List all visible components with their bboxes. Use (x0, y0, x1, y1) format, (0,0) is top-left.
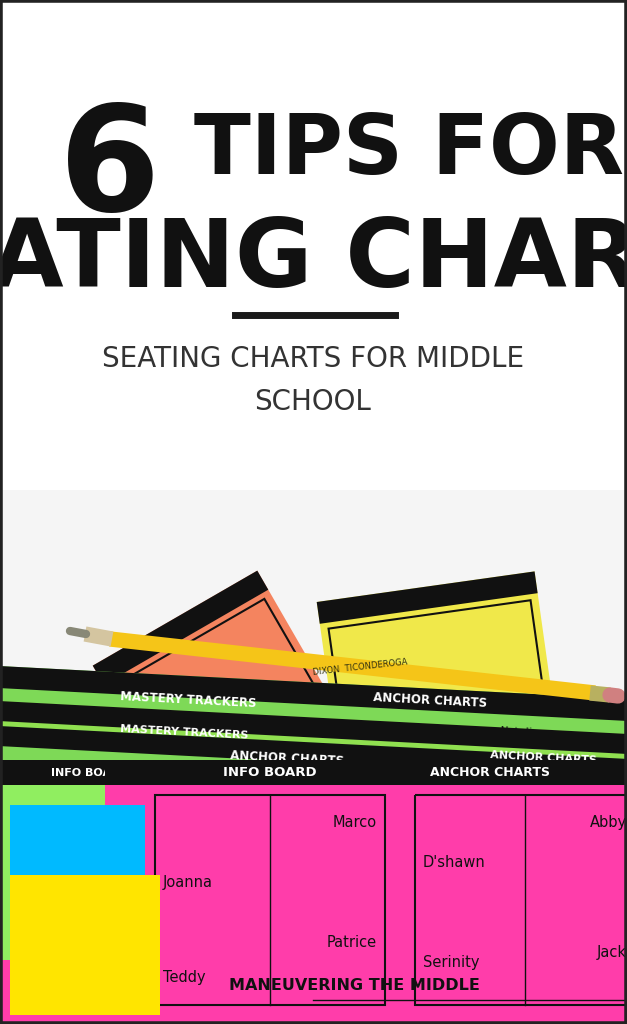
Text: ANCHOR CHARTS: ANCHOR CHARTS (230, 749, 344, 767)
Text: SEATING CHARTS FOR MIDDLE
SCHOOL: SEATING CHARTS FOR MIDDLE SCHOOL (102, 345, 524, 417)
Text: TIPS FOR: TIPS FOR (165, 110, 624, 191)
Text: MASTERY TRACKERS: MASTERY TRACKERS (120, 724, 249, 740)
Bar (105, 760, 627, 1020)
Text: 6: 6 (59, 100, 161, 241)
Text: Joanna: Joanna (163, 874, 213, 890)
Text: ANCHOR CHARTS: ANCHOR CHARTS (490, 751, 597, 766)
Text: Serinity: Serinity (423, 955, 480, 970)
Bar (155, 795, 385, 1005)
Polygon shape (0, 665, 627, 722)
Polygon shape (93, 570, 268, 685)
Polygon shape (0, 725, 627, 805)
Text: ANCHOR CHARTS: ANCHOR CHARTS (430, 767, 550, 779)
Text: Marco: Marco (333, 815, 377, 830)
Text: MASTERY TRA: MASTERY TRA (220, 844, 267, 915)
Polygon shape (317, 571, 583, 948)
Polygon shape (93, 570, 467, 1024)
Text: Jack: Jack (597, 945, 627, 961)
Text: ANCHOR CHARTS: ANCHOR CHARTS (372, 690, 487, 710)
Text: INFO BOARD: INFO BOARD (51, 768, 129, 778)
Bar (0, 490, 627, 1024)
Bar (105, 760, 627, 785)
Polygon shape (0, 699, 627, 756)
Text: Teddy: Teddy (163, 970, 206, 985)
Text: TRACKERS: TRACKERS (447, 700, 513, 720)
Text: MASTERY TRACKERS: MASTERY TRACKERS (120, 690, 257, 710)
Text: DIXON  TICONDEROGA: DIXON TICONDEROGA (312, 657, 408, 677)
Polygon shape (0, 665, 627, 756)
Bar (0, 1000, 627, 1024)
Bar (10, 805, 145, 955)
Text: INFO BOARD: INFO BOARD (223, 767, 317, 779)
Text: MANEUVERING THE MIDDLE: MANEUVERING THE MIDDLE (229, 978, 480, 993)
Text: Abby: Abby (590, 815, 627, 830)
Bar (10, 874, 160, 1015)
Bar (415, 795, 627, 1005)
Polygon shape (317, 571, 537, 624)
Bar (0, 961, 627, 1024)
Bar (0, 760, 200, 785)
Text: SEATING CHARTS: SEATING CHARTS (0, 215, 627, 307)
Text: Patrice: Patrice (327, 935, 377, 950)
Text: D'shawn: D'shawn (423, 855, 486, 870)
Polygon shape (0, 725, 627, 780)
Bar (0, 0, 627, 490)
Text: Natali: Natali (500, 726, 533, 738)
Bar (0, 760, 200, 1024)
Polygon shape (0, 699, 627, 780)
